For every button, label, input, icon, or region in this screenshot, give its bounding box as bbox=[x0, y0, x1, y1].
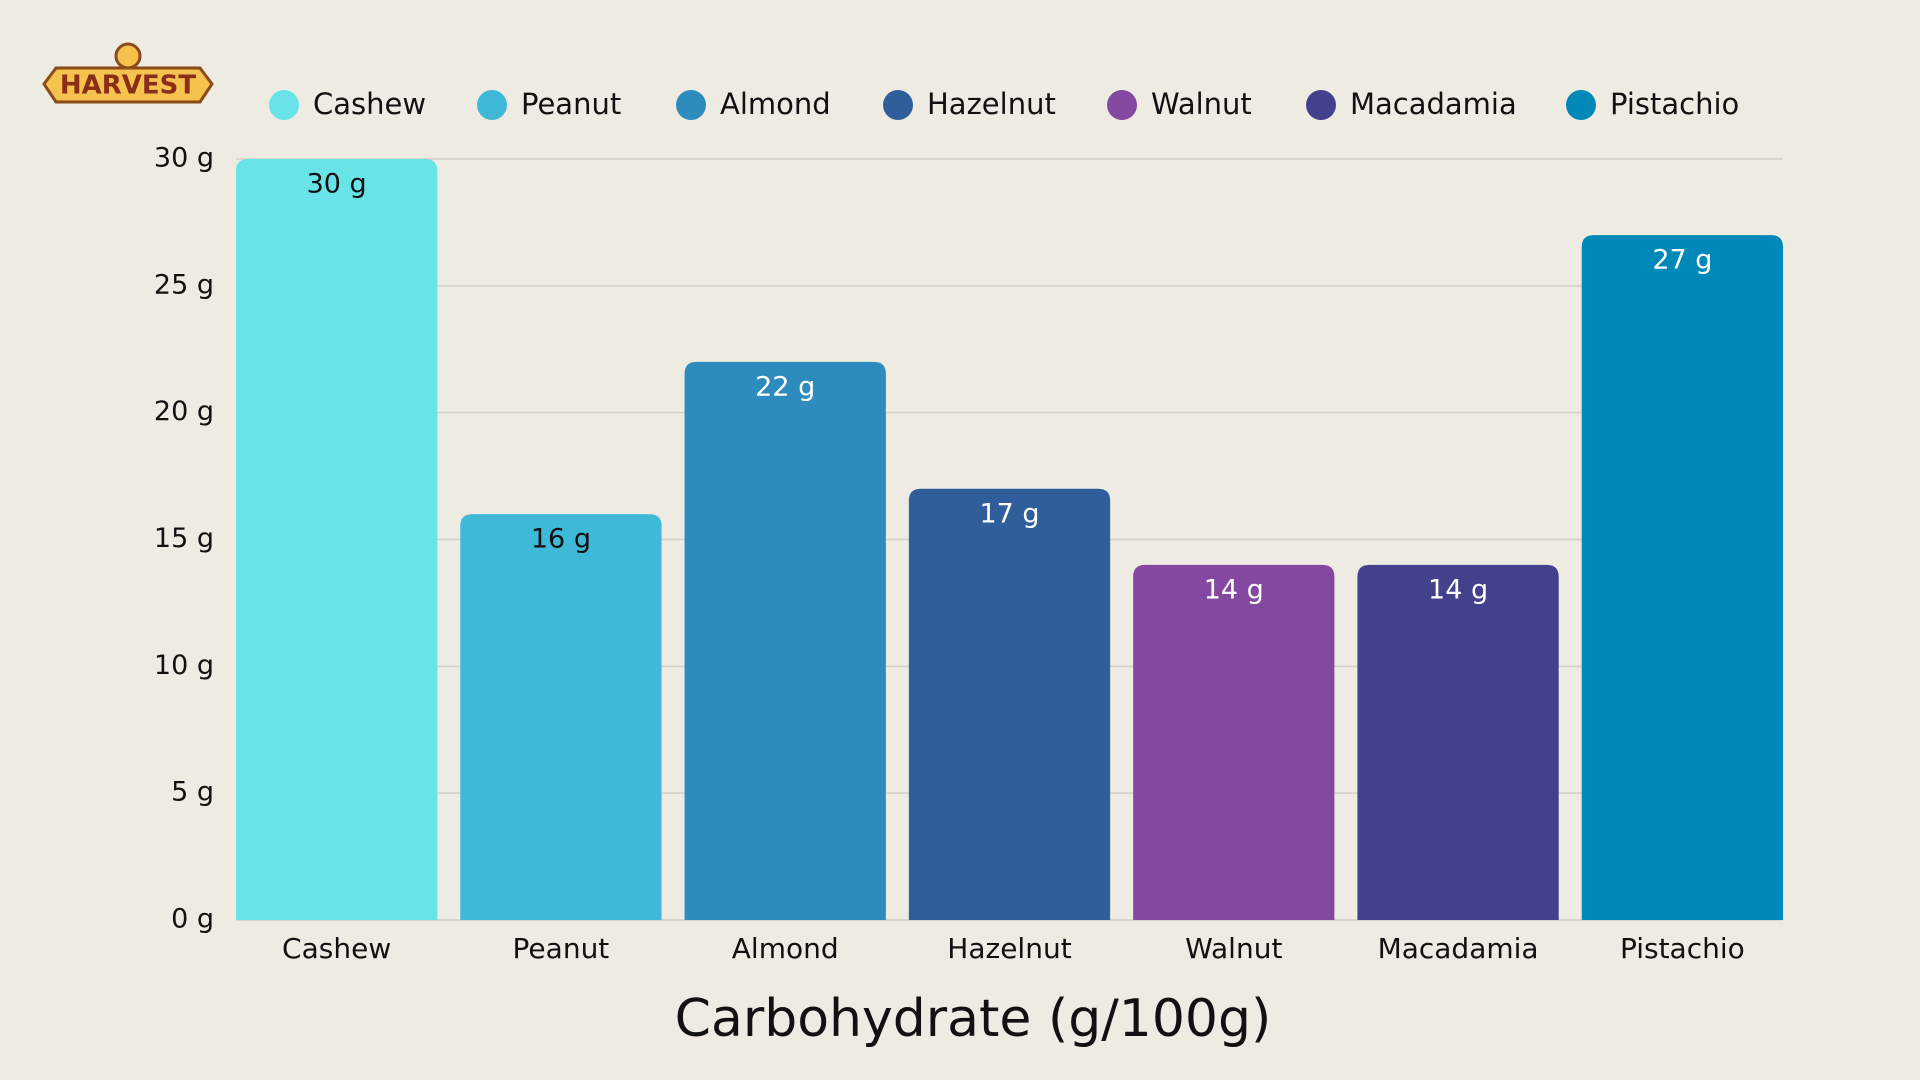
bar bbox=[684, 361, 886, 920]
legend-label: Walnut bbox=[1151, 87, 1252, 121]
bar bbox=[1133, 564, 1335, 920]
value-label: 27 g bbox=[1652, 245, 1712, 276]
y-tick-label: 20 g bbox=[154, 396, 214, 427]
legend-swatch bbox=[1306, 90, 1336, 120]
legend-label: Peanut bbox=[521, 87, 621, 121]
y-tick-label: 0 g bbox=[171, 904, 214, 935]
y-tick-label: 30 g bbox=[154, 143, 214, 174]
bar bbox=[908, 488, 1111, 920]
value-label: 14 g bbox=[1428, 574, 1488, 605]
y-tick-label: 15 g bbox=[154, 523, 214, 554]
logo-emblem bbox=[114, 42, 142, 70]
bar bbox=[236, 159, 438, 920]
value-label: 16 g bbox=[531, 524, 591, 555]
legend-label: Hazelnut bbox=[927, 87, 1056, 121]
x-tick-label: Walnut bbox=[1185, 932, 1282, 965]
x-tick-label: Peanut bbox=[513, 932, 610, 965]
legend-label: Macadamia bbox=[1350, 87, 1517, 121]
legend-swatch bbox=[676, 90, 706, 120]
x-tick-label: Pistachio bbox=[1620, 932, 1745, 965]
chart-title: Carbohydrate (g/100g) bbox=[675, 989, 1272, 1049]
value-label: 17 g bbox=[979, 498, 1039, 529]
bar bbox=[460, 514, 662, 920]
value-label: 14 g bbox=[1204, 574, 1264, 605]
legend-swatch bbox=[1566, 90, 1596, 120]
legend-label: Pistachio bbox=[1610, 87, 1739, 121]
bar bbox=[1581, 235, 1783, 921]
bar bbox=[1357, 564, 1559, 920]
legend-swatch bbox=[477, 90, 507, 120]
y-tick-label: 10 g bbox=[154, 650, 214, 681]
legend-label: Almond bbox=[720, 87, 831, 121]
value-label: 30 g bbox=[307, 169, 367, 200]
logo-text: HARVEST bbox=[60, 71, 197, 101]
x-tick-label: Almond bbox=[732, 932, 839, 965]
logo: HARVEST bbox=[42, 42, 214, 104]
value-label: 22 g bbox=[755, 371, 815, 402]
x-tick-label: Macadamia bbox=[1378, 932, 1539, 965]
logo-badge bbox=[42, 66, 214, 104]
legend-label: Cashew bbox=[313, 87, 426, 121]
x-tick-label: Cashew bbox=[282, 932, 391, 965]
legend-swatch bbox=[1107, 90, 1137, 120]
y-tick-label: 25 g bbox=[154, 269, 214, 300]
legend-swatch bbox=[883, 90, 913, 120]
x-tick-label: Hazelnut bbox=[947, 932, 1071, 965]
legend-swatch bbox=[269, 90, 299, 120]
y-tick-label: 5 g bbox=[171, 777, 214, 808]
